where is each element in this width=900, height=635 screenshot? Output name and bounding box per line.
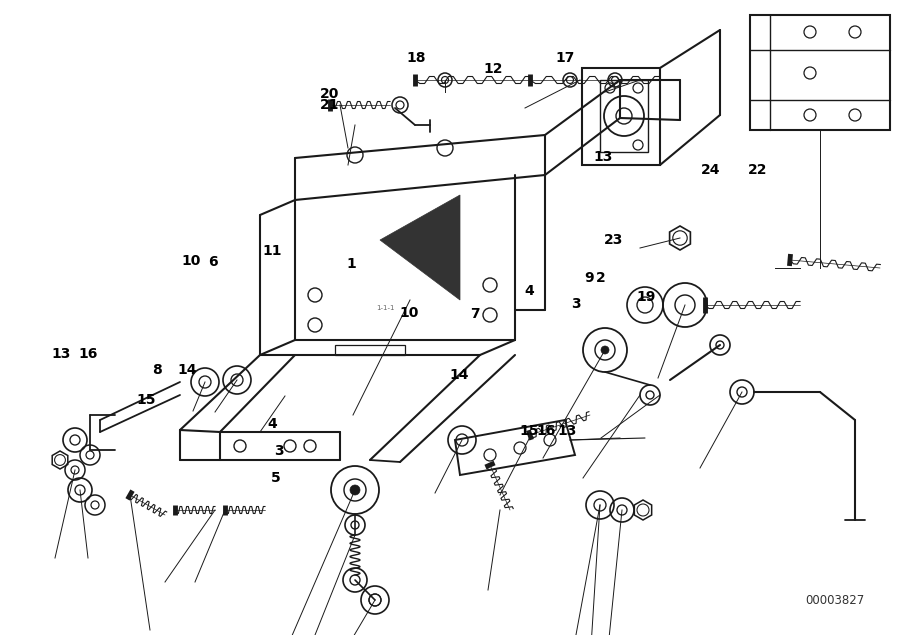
Text: 3: 3	[572, 297, 580, 311]
Text: 13: 13	[557, 424, 577, 438]
Text: 23: 23	[604, 233, 624, 247]
Text: 13: 13	[593, 150, 613, 164]
Circle shape	[601, 346, 609, 354]
Text: 16: 16	[78, 347, 98, 361]
Text: 9: 9	[585, 271, 594, 285]
Text: 14: 14	[449, 368, 469, 382]
Text: 5: 5	[271, 471, 280, 485]
Text: 14: 14	[177, 363, 197, 377]
Text: 24: 24	[701, 163, 721, 177]
Text: 17: 17	[555, 51, 575, 65]
Text: 1: 1	[346, 257, 356, 271]
Circle shape	[350, 485, 360, 495]
Text: 2: 2	[597, 271, 606, 285]
Text: 6: 6	[209, 255, 218, 269]
Text: 12: 12	[483, 62, 503, 76]
Polygon shape	[380, 195, 460, 300]
Text: 20: 20	[320, 87, 339, 101]
Text: 19: 19	[636, 290, 656, 304]
Text: 13: 13	[51, 347, 71, 361]
Text: 11: 11	[262, 244, 282, 258]
Text: 15: 15	[136, 393, 156, 407]
Text: 7: 7	[471, 307, 480, 321]
Text: 10: 10	[181, 254, 201, 268]
Text: 18: 18	[406, 51, 426, 65]
Text: 00003827: 00003827	[806, 594, 865, 606]
Text: 21: 21	[320, 98, 339, 112]
Text: 22: 22	[748, 163, 768, 177]
Text: 3: 3	[274, 444, 284, 458]
Text: 10: 10	[400, 306, 419, 320]
Text: 4: 4	[525, 284, 534, 298]
Text: 1-1-1: 1-1-1	[376, 305, 394, 311]
Text: 16: 16	[536, 424, 556, 438]
Text: 8: 8	[152, 363, 161, 377]
Text: 15: 15	[519, 424, 539, 438]
Text: 4: 4	[267, 417, 276, 431]
